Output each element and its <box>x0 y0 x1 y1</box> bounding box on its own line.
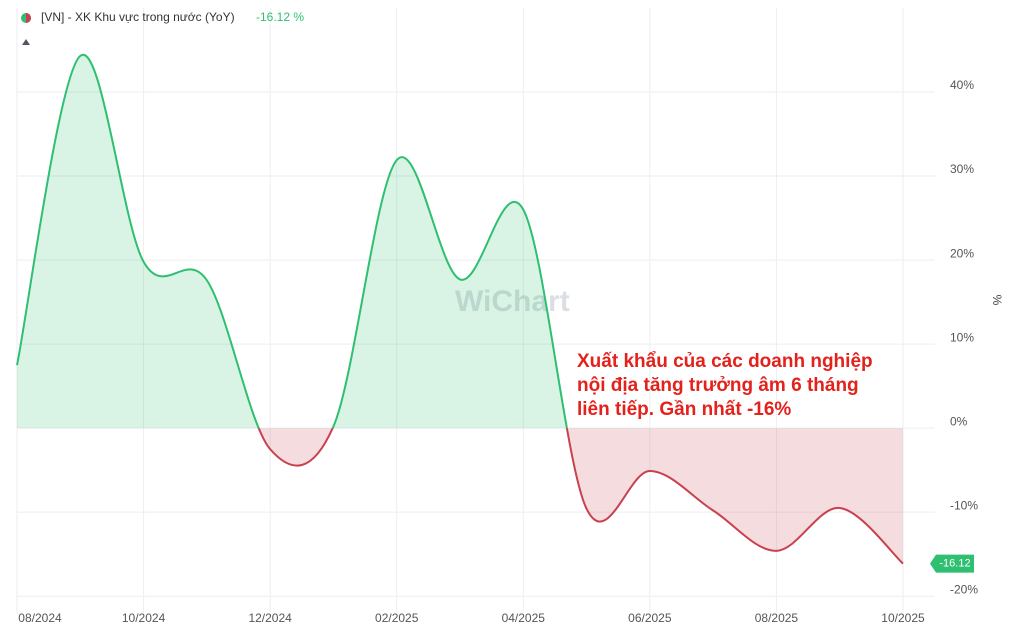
line-positive <box>16 53 568 429</box>
area-negative <box>17 428 903 564</box>
y-tick-label: 40% <box>950 78 974 92</box>
annotation-line: Xuất khẩu của các doanh nghiệp <box>577 351 873 372</box>
legend-label: [VN] - XK Khu vực trong nước (YoY) <box>41 10 235 24</box>
line-negative <box>257 428 904 565</box>
header-value: -16.12 % <box>256 10 304 24</box>
plot: -16.12 <box>16 53 974 573</box>
x-tick-label: 02/2025 <box>375 611 419 625</box>
x-tick-label: 04/2025 <box>502 611 546 625</box>
y-tick-label: 0% <box>950 414 968 428</box>
y-tick-label: -20% <box>950 582 978 596</box>
y-axis-title: % <box>990 295 1004 306</box>
legend-icon-half <box>26 13 31 23</box>
x-tick-label: 06/2025 <box>628 611 672 625</box>
watermark: WiChart <box>455 285 570 318</box>
x-tick-label: 10/2025 <box>881 611 925 625</box>
annotation: Xuất khẩu của các doanh nghiệp nội địa tă… <box>577 351 873 420</box>
grid: -20% -10% 0% 10% 20% 30% 40% 08/2024 10/2024 12/2… <box>16 8 978 625</box>
collapse-icon[interactable] <box>22 39 30 45</box>
area-positive <box>17 54 567 429</box>
last-value-badge <box>930 554 974 573</box>
x-tick-label: 10/2024 <box>122 611 166 625</box>
x-tick-label: 12/2024 <box>248 611 292 625</box>
annotation-line: nội địa tăng trưởng âm 6 tháng <box>577 375 859 396</box>
y-tick-label: 20% <box>950 246 974 260</box>
y-tick-label: 30% <box>950 162 974 176</box>
y-tick-label: 10% <box>950 330 974 344</box>
x-tick-label: 08/2024 <box>18 611 62 625</box>
last-value-label: -16.12 <box>939 557 970 569</box>
y-tick-label: -10% <box>950 498 978 512</box>
annotation-line: liên tiếp. Gần nhất -16% <box>577 399 791 420</box>
x-tick-label: 08/2025 <box>755 611 799 625</box>
